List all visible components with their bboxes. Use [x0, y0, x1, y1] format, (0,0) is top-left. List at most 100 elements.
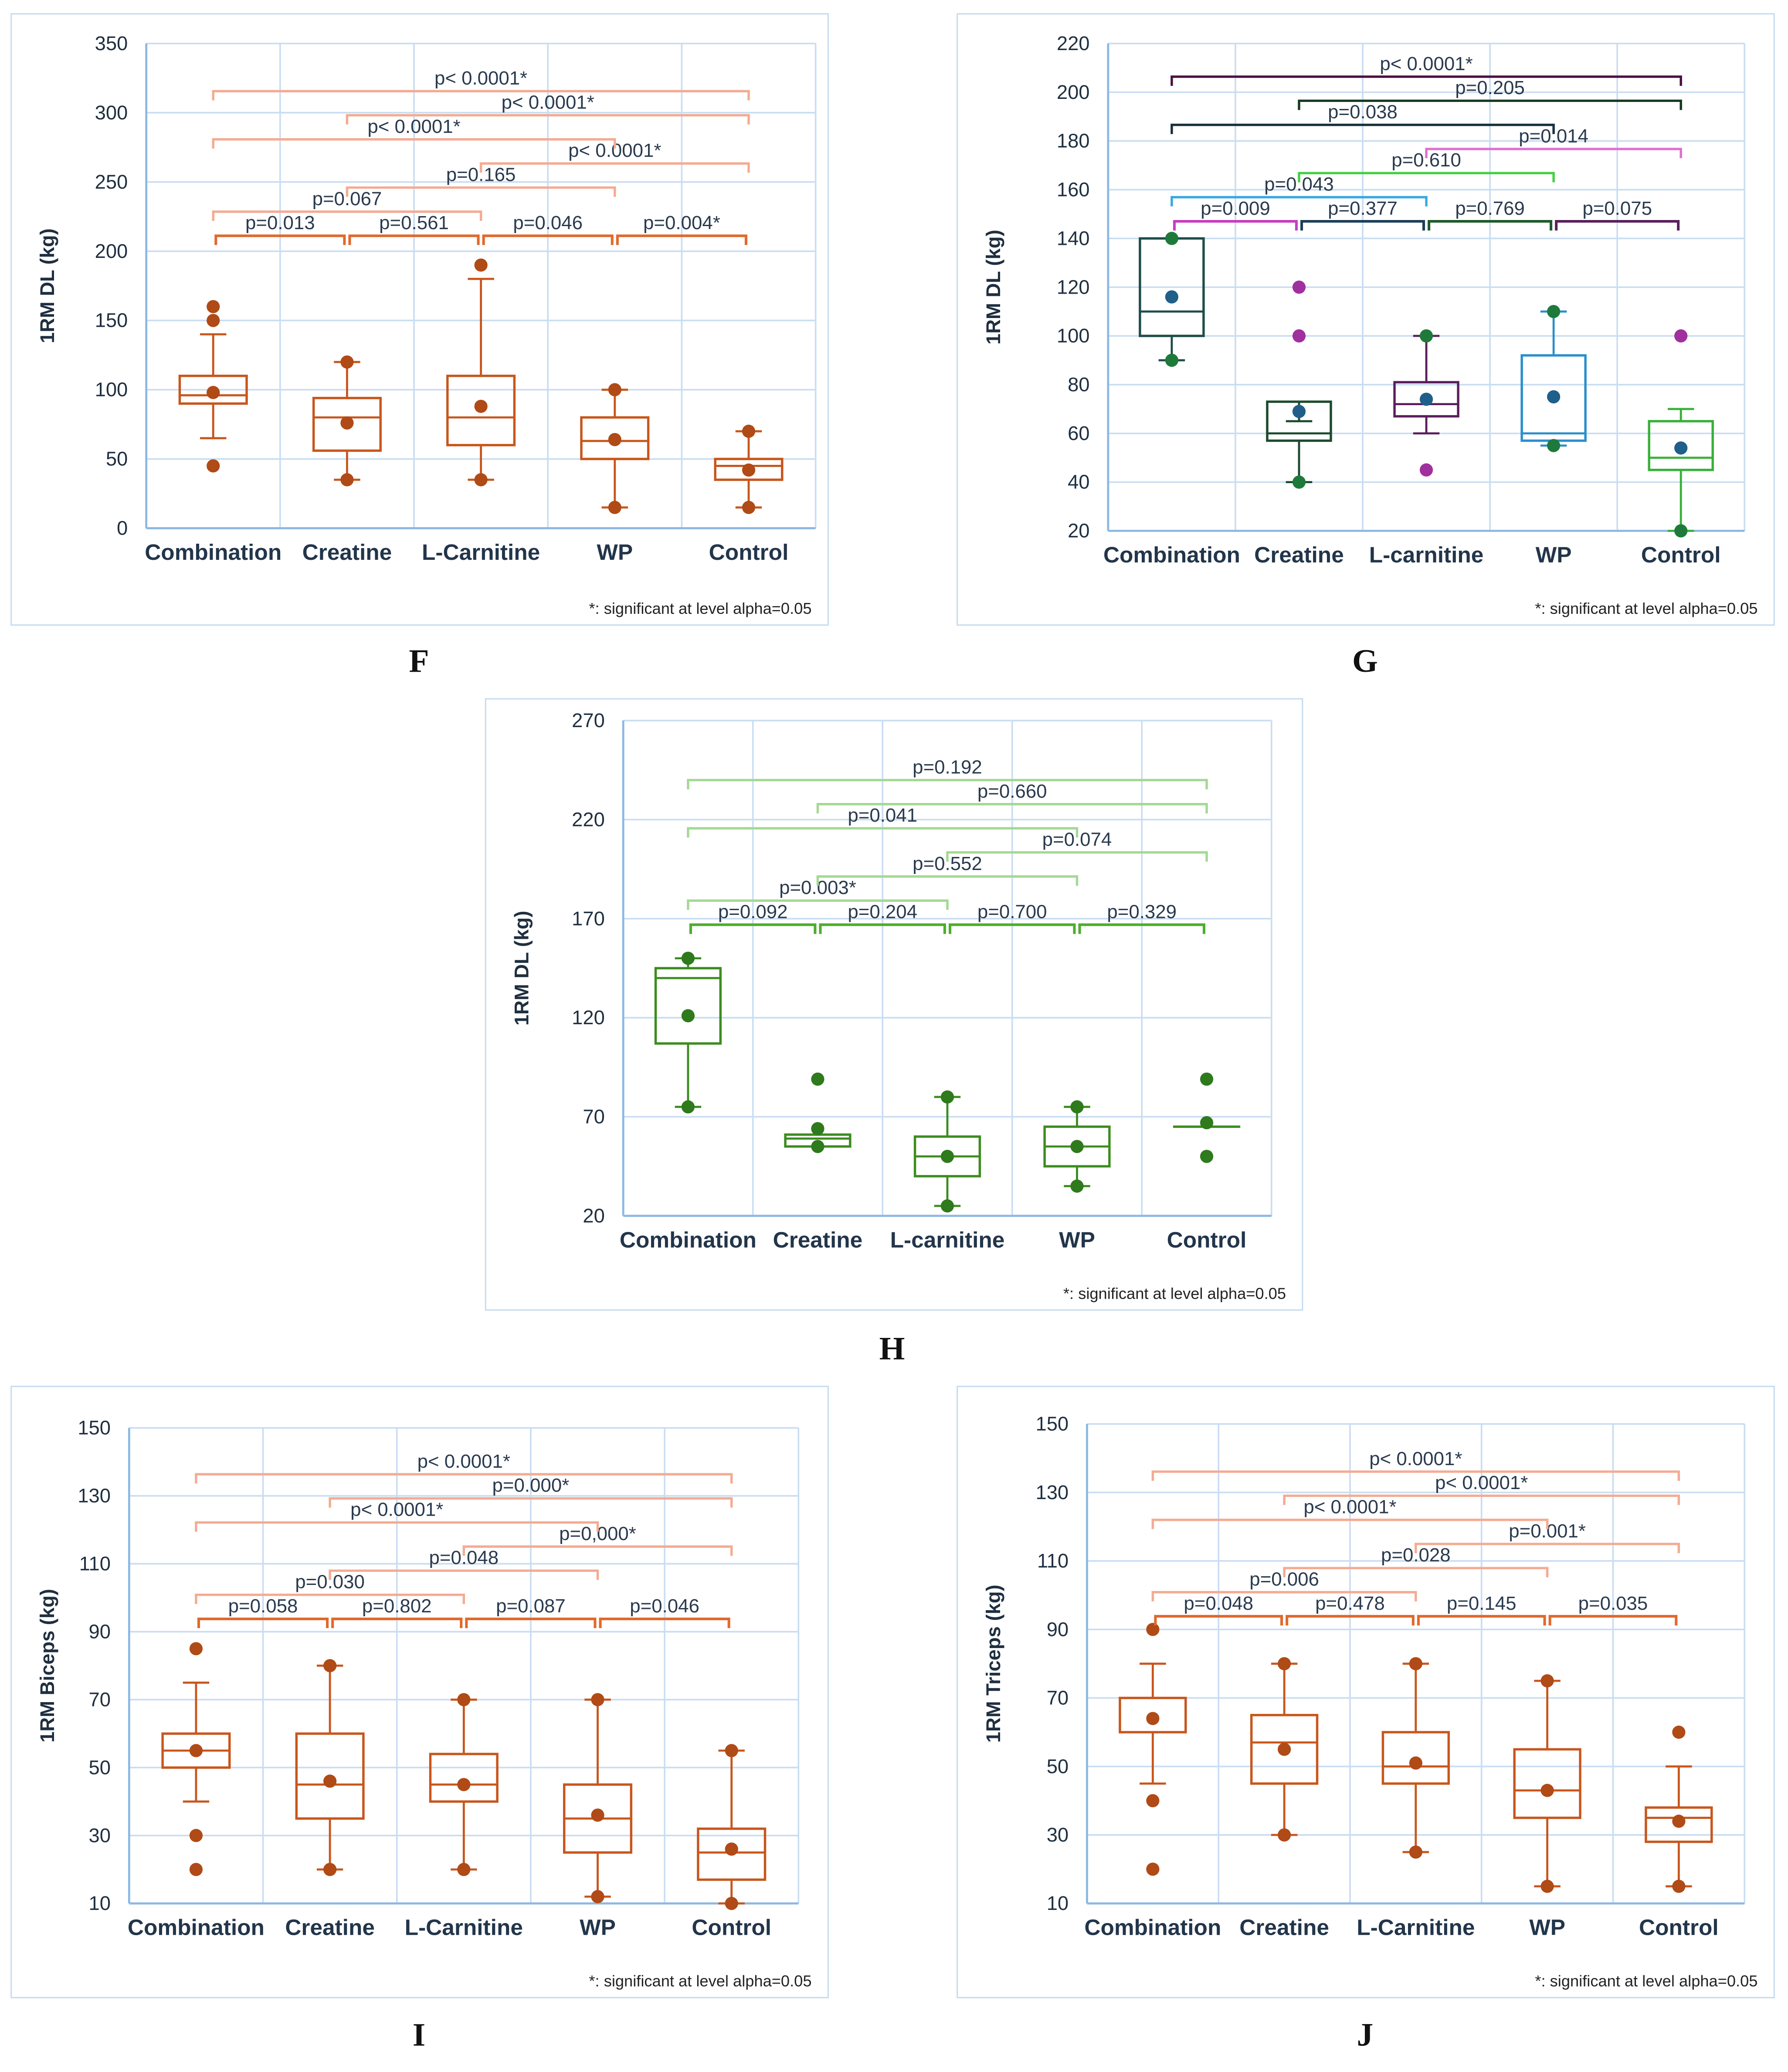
- data-point: [340, 473, 353, 486]
- y-tick-label: 130: [1035, 1481, 1069, 1503]
- data-point: [1674, 329, 1687, 342]
- x-category-label: Combination: [1084, 1915, 1221, 1940]
- data-point: [1420, 329, 1433, 342]
- mean-point: [1146, 1712, 1159, 1725]
- x-category-label: L-carnitine: [1369, 542, 1484, 567]
- data-point: [1293, 476, 1306, 489]
- x-category-label: Control: [692, 1915, 771, 1940]
- p-value-label: p=0.329: [1107, 901, 1177, 922]
- y-tick-label: 0: [117, 517, 128, 539]
- data-point: [323, 1659, 336, 1672]
- p-value-label: p< 0.0001*: [502, 91, 594, 113]
- data-point: [591, 1890, 604, 1903]
- box-4: [1045, 1100, 1109, 1193]
- p-value-label: p< 0.0001*: [1303, 1496, 1396, 1518]
- mean-point: [1070, 1140, 1083, 1153]
- p-value-label: p=0.092: [718, 901, 788, 922]
- y-axis-label: 1RM Biceps (kg): [36, 1589, 58, 1743]
- y-tick-label: 90: [89, 1620, 111, 1642]
- p-value-label: p< 0.0001*: [1369, 1448, 1462, 1469]
- box-1: [163, 1642, 230, 1876]
- p-value-label: p< 0.0001*: [367, 116, 460, 137]
- data-point: [1165, 232, 1178, 245]
- box-4: [581, 383, 648, 514]
- panel-label: G: [1352, 644, 1378, 681]
- p-value-label: p=0.041: [848, 805, 917, 826]
- bracket-line: [213, 91, 749, 100]
- mean-point: [190, 1744, 203, 1757]
- comparison-bracket: p< 0.0001*: [213, 68, 749, 100]
- data-point: [474, 258, 487, 271]
- y-tick-label: 220: [1057, 32, 1090, 54]
- significance-footnote: *: significant at level alpha=0.05: [589, 1972, 811, 1990]
- y-tick-label: 30: [89, 1824, 111, 1846]
- mean-point: [1200, 1116, 1213, 1129]
- x-category-label: Combination: [1103, 542, 1240, 567]
- x-category-label: WP: [580, 1915, 616, 1940]
- data-point: [1200, 1073, 1213, 1086]
- data-point: [1672, 1726, 1685, 1739]
- y-axis-label: 1RM Triceps (kg): [982, 1584, 1004, 1743]
- mean-point: [742, 464, 755, 477]
- x-category-label: L-Carnitine: [422, 539, 540, 565]
- data-point: [1293, 281, 1306, 294]
- bracket-line: [1172, 77, 1681, 86]
- data-point: [608, 501, 621, 514]
- x-category-label: L-carnitine: [890, 1227, 1005, 1252]
- p-value-label: p< 0.0001*: [350, 1499, 443, 1520]
- data-point: [941, 1199, 954, 1212]
- box-2: [785, 1073, 850, 1153]
- y-tick-label: 130: [78, 1485, 111, 1507]
- p-value-label: p=0.004*: [643, 212, 720, 234]
- x-category-label: L-Carnitine: [1357, 1915, 1475, 1940]
- y-tick-label: 30: [1047, 1824, 1069, 1846]
- p-value-label: p=0.478: [1315, 1593, 1385, 1614]
- data-point: [811, 1140, 824, 1153]
- box-5: [1174, 1073, 1239, 1163]
- y-tick-label: 50: [106, 448, 128, 470]
- x-category-label: Creatine: [285, 1915, 375, 1940]
- panel-label: J: [1357, 2018, 1374, 2055]
- bracket-line: [464, 1547, 731, 1556]
- box-plot: 20406080100120140160180200220Combination…: [958, 14, 1776, 627]
- y-tick-label: 100: [1057, 325, 1090, 347]
- y-tick-label: 70: [1047, 1687, 1069, 1709]
- y-tick-label: 20: [1068, 520, 1089, 542]
- box-3: [915, 1090, 980, 1212]
- mean-point: [1674, 441, 1687, 454]
- x-category-label: Creatine: [773, 1227, 863, 1252]
- mean-point: [1165, 290, 1178, 303]
- mean-point: [1420, 393, 1433, 406]
- box-5: [698, 1744, 765, 1910]
- mean-point: [1409, 1757, 1422, 1770]
- x-category-label: Creatine: [1254, 542, 1344, 567]
- mean-point: [941, 1150, 954, 1163]
- p-value-label: p=0.802: [362, 1595, 432, 1617]
- y-tick-label: 180: [1057, 130, 1090, 152]
- y-tick-label: 50: [1047, 1755, 1069, 1777]
- x-category-label: Control: [1641, 542, 1721, 567]
- data-point: [457, 1693, 470, 1706]
- p-value-label: p< 0.0001*: [417, 1451, 510, 1472]
- y-tick-label: 150: [1035, 1413, 1069, 1435]
- data-point: [1070, 1100, 1083, 1114]
- y-tick-label: 150: [95, 309, 128, 332]
- box-1: [1120, 1623, 1186, 1876]
- panel-label: H: [879, 1332, 905, 1369]
- data-point: [457, 1863, 470, 1876]
- box-4: [1514, 1674, 1580, 1893]
- y-tick-label: 200: [1057, 81, 1090, 103]
- p-value-label: p=0.561: [379, 212, 449, 234]
- p-value-label: p=0.038: [1328, 102, 1398, 123]
- x-category-label: WP: [597, 539, 633, 565]
- data-point: [1200, 1150, 1213, 1163]
- y-tick-label: 100: [95, 379, 128, 401]
- p-value-label: p=0.035: [1578, 1593, 1648, 1614]
- data-point: [1420, 464, 1433, 477]
- y-tick-label: 70: [583, 1106, 604, 1128]
- y-tick-label: 40: [1068, 471, 1089, 493]
